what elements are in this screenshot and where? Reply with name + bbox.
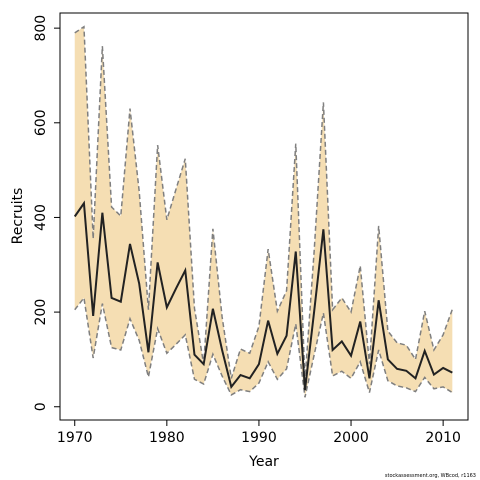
y-tick-label: 600 xyxy=(33,109,49,136)
y-tick-label: 400 xyxy=(33,204,49,231)
recruits-line xyxy=(73,200,453,391)
y-tick-label: 800 xyxy=(33,15,49,42)
series-lines xyxy=(73,25,454,398)
x-tick-label: 1980 xyxy=(149,430,185,446)
footnote: stockassessment.org, WBcod, r1163 xyxy=(385,473,476,479)
x-tick-label: 2010 xyxy=(425,430,461,446)
y-axis: 0 200 400 600 800 xyxy=(33,15,60,411)
x-axis: 1970 1980 1990 2000 2010 xyxy=(57,420,461,446)
x-tick-label: 1970 xyxy=(57,430,93,446)
upper-bound-line xyxy=(74,25,454,381)
x-tick-label: 2000 xyxy=(333,430,369,446)
x-tick-label: 1990 xyxy=(241,430,277,446)
plot-frame xyxy=(59,12,469,421)
y-tick-label: 0 xyxy=(33,402,49,411)
x-axis-title: Year xyxy=(248,454,279,470)
y-tick-label: 200 xyxy=(33,299,49,326)
lower-bound-line xyxy=(74,296,453,398)
y-axis-title: Recruits xyxy=(10,188,26,245)
